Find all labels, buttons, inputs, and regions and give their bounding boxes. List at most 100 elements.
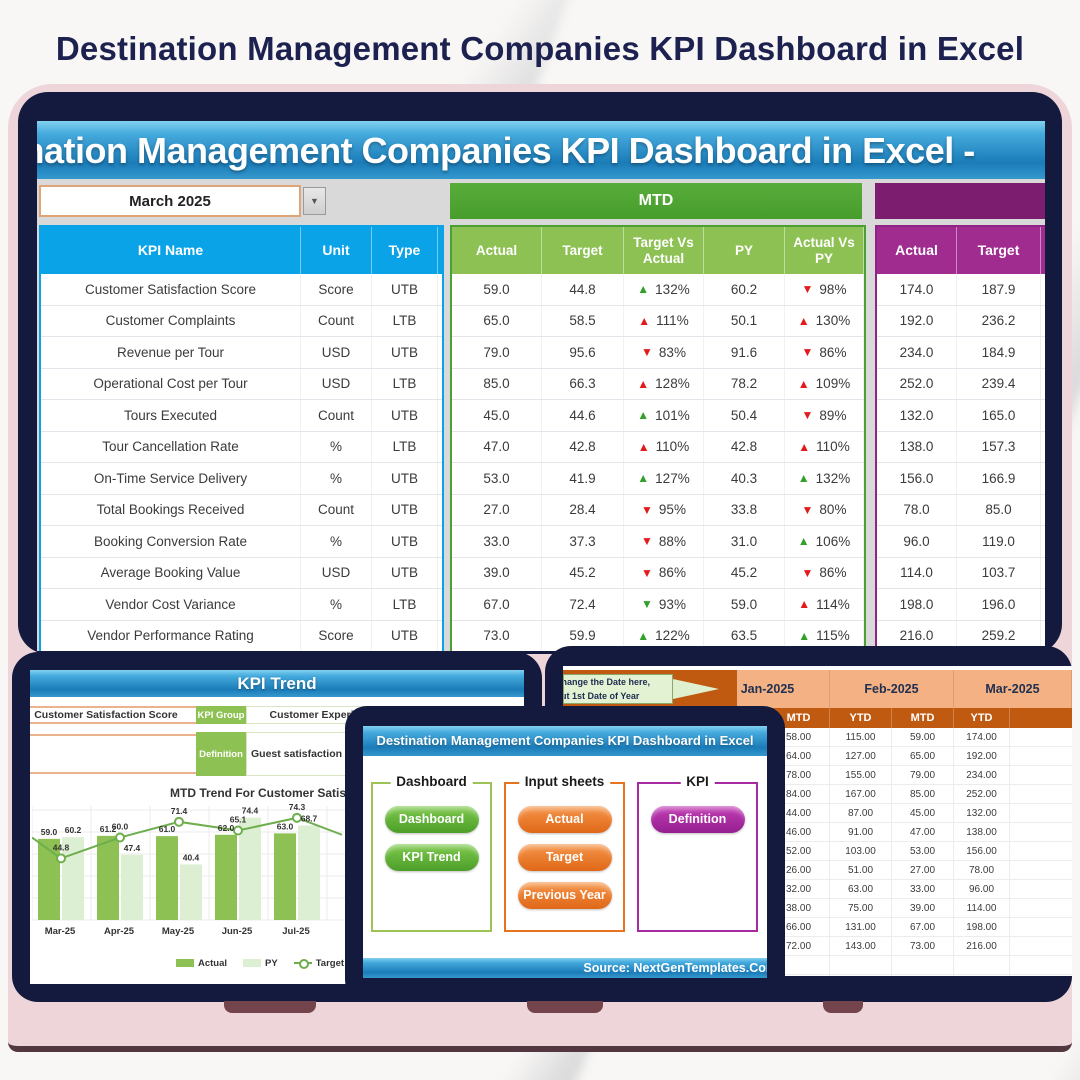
- nav-button-kpi-trend[interactable]: KPI Trend: [384, 844, 479, 871]
- col-header-mtd-actual: Actual: [452, 227, 542, 274]
- col-header-ytd-target: Target: [957, 227, 1041, 274]
- col-header-unit: Unit: [301, 227, 372, 274]
- sheet-cell: 63.00: [830, 880, 892, 898]
- sheet-cell: 143.00: [830, 937, 892, 955]
- sheet-cell: 59.00: [892, 728, 954, 746]
- month-header: Feb-2025: [830, 670, 954, 708]
- type-cell: LTB: [372, 305, 438, 336]
- mtd-target-cell: 41.9: [542, 463, 624, 494]
- sheet-cell: 138.00: [954, 823, 1010, 841]
- table-row: 216.0 259.2: [877, 620, 1045, 651]
- legend-swatch: [175, 959, 194, 968]
- trend-arrow-cell: ▼ 80%: [785, 494, 864, 525]
- kpi-trend-banner: KPI Trend: [30, 670, 524, 697]
- subheader-cell: MTD: [768, 708, 830, 728]
- kpi-name-field[interactable]: Customer Satisfaction Score: [30, 706, 212, 724]
- sheet-cell: 38.00: [768, 899, 830, 917]
- mtd-target-cell: 44.6: [542, 400, 624, 431]
- unit-cell: %: [301, 431, 372, 462]
- nav-button-dashboard[interactable]: Dashboard: [384, 806, 479, 833]
- unit-cell: Score: [301, 620, 372, 651]
- sheet-cell: 64.00: [768, 747, 830, 765]
- nav-group-label: Dashboard: [390, 774, 473, 789]
- table-row: 47.0 42.8 ▲ 110% 42.8 ▲ 110%: [452, 431, 864, 463]
- table-row: Tours Executed Count UTB: [41, 400, 442, 432]
- ytd-target-cell: 157.3: [957, 431, 1041, 462]
- col-header-target-vs-actual: Target Vs Actual: [624, 227, 704, 274]
- ytd-target-cell: 165.0: [957, 400, 1041, 431]
- sheet-cell: [954, 956, 1010, 974]
- sheet-cell: 39.00: [892, 899, 954, 917]
- svg-text:71.4: 71.4: [171, 806, 188, 816]
- kpi-name-cell: Average Booking Value: [41, 557, 301, 588]
- down-arrow-icon: ▼: [641, 534, 653, 549]
- trend-arrow-cell: ▲ 101%: [624, 400, 704, 431]
- ytd-partial-cell: [1041, 558, 1045, 589]
- table-row: 67.0 72.4 ▼ 93% 59.0 ▲ 114%: [452, 589, 864, 621]
- svg-text:74.4: 74.4: [242, 806, 259, 816]
- mtd-actual-cell: 27.0: [452, 494, 542, 525]
- sheet-cell: [954, 975, 1010, 976]
- svg-text:May-25: May-25: [162, 926, 195, 937]
- sheet-cell: 72.00: [768, 937, 830, 955]
- table-row: 39.0 45.2 ▼ 86% 45.2 ▼ 86%: [452, 557, 864, 589]
- nav-button-target[interactable]: Target: [517, 844, 612, 871]
- trend-arrow-cell: ▼ 98%: [785, 274, 864, 305]
- sheet-cell: 65.00: [892, 747, 954, 765]
- table-row: Vendor Cost Variance% LTB: [41, 589, 442, 621]
- nav-button-previous-year[interactable]: Previous Year: [517, 882, 612, 909]
- svg-text:63.0: 63.0: [277, 821, 294, 831]
- month-selector[interactable]: March 2025: [39, 185, 301, 217]
- nav-button-actual[interactable]: Actual: [517, 806, 612, 833]
- mtd-target-cell: 58.5: [542, 305, 624, 336]
- table-row: 114.0 103.7: [877, 557, 1045, 589]
- py-cell: 33.8: [704, 494, 785, 525]
- table-row: 252.0 239.4: [877, 368, 1045, 400]
- source-footer: Source: NextGenTemplates.Com: [363, 958, 767, 978]
- ytd-target-cell: 184.9: [957, 337, 1041, 368]
- table-row: 192.0 236.2: [877, 305, 1045, 337]
- ytd-actual-cell: 252.0: [877, 368, 957, 399]
- trend-arrow-cell: ▲ 132%: [624, 274, 704, 305]
- ytd-actual-cell: 216.0: [877, 620, 957, 651]
- trend-arrow-cell: ▼ 88%: [624, 526, 704, 557]
- month-selector-dropdown-icon[interactable]: ▼: [303, 187, 326, 215]
- sheet-cell: 127.00: [830, 747, 892, 765]
- sheet-cell: 234.00: [954, 766, 1010, 784]
- ytd-partial-cell: [1041, 526, 1045, 557]
- up-arrow-icon: ▲: [637, 376, 650, 391]
- legend-swatch: [293, 958, 312, 970]
- sheet-cell: 53.00: [892, 842, 954, 860]
- ytd-partial-cell: [1041, 400, 1045, 431]
- trend-arrow-cell: ▼ 89%: [785, 400, 864, 431]
- empty-field-box: [30, 734, 212, 774]
- py-cell: 78.2: [704, 368, 785, 399]
- sheet-cell: 192.00: [954, 747, 1010, 765]
- col-header-kpi-name: KPI Name: [41, 227, 301, 274]
- mtd-actual-cell: 47.0: [452, 431, 542, 462]
- py-cell: 91.6: [704, 337, 785, 368]
- sheet-cell: 216.00: [954, 937, 1010, 955]
- up-arrow-icon: ▲: [798, 439, 811, 454]
- py-cell: 59.0: [704, 589, 785, 620]
- svg-text:68.7: 68.7: [301, 814, 318, 824]
- kpi-name-cell: Tours Executed: [41, 400, 301, 431]
- table-row: Vendor Performance Rating Score UTB: [41, 620, 442, 651]
- trend-arrow-cell: ▲ 132%: [785, 463, 864, 494]
- ytd-actual-cell: 156.0: [877, 463, 957, 494]
- mtd-target-cell: 72.4: [542, 589, 624, 620]
- type-cell: UTB: [372, 557, 438, 588]
- sheet-cell: [830, 975, 892, 976]
- trend-arrow-cell: ▲ 114%: [785, 589, 864, 620]
- unit-cell: %: [301, 526, 372, 557]
- col-header-mtd-target: Target: [542, 227, 624, 274]
- up-arrow-icon: ▲: [797, 471, 810, 486]
- input-sheet-rows: 57.0058.00115.0059.00174.0063.0064.00127…: [563, 728, 1072, 976]
- nav-button-definition[interactable]: Definition: [650, 806, 745, 833]
- table-row: 85.0 66.3 ▲ 128% 78.2 ▲ 109%: [452, 368, 864, 400]
- input-sheet-screen: Jan-2025 Feb-2025 Mar-2025 Change the Date…: [563, 666, 1072, 976]
- up-arrow-icon: ▲: [637, 408, 650, 423]
- nav-group-kpi: KPI Definition: [637, 774, 758, 932]
- svg-text:62.0: 62.0: [218, 823, 235, 833]
- laptop-hinge: [823, 1001, 863, 1013]
